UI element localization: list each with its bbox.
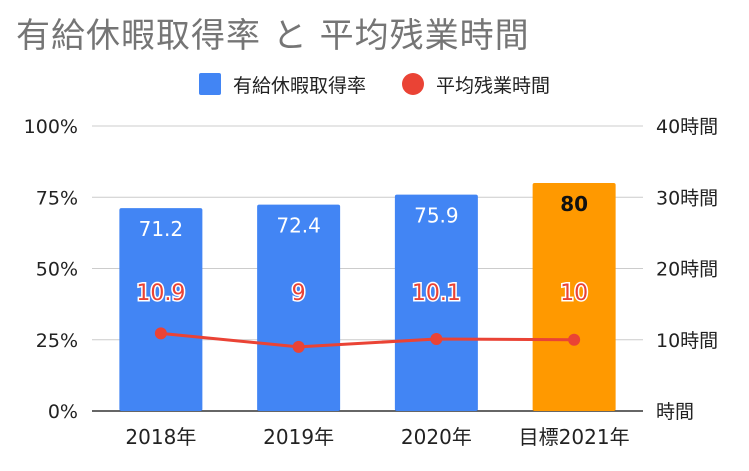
line-value-label: 10.9	[136, 281, 185, 306]
line-point	[430, 333, 443, 346]
line-value-label: 9	[292, 281, 306, 306]
series-line	[160, 331, 575, 349]
y-right-tick-label: 10時間	[656, 330, 718, 352]
y-left-tick-label: 75%	[36, 187, 78, 209]
legend: 有給休暇取得率 平均残業時間	[0, 66, 749, 102]
line-point	[154, 327, 167, 340]
legend-item-overtime[interactable]: 平均残業時間	[402, 71, 550, 98]
bar	[394, 194, 478, 411]
line-point	[568, 333, 581, 346]
y-left-tick-label: 100%	[24, 116, 78, 138]
bar-value-label: 75.9	[414, 204, 459, 228]
y-right-tick-label: 時間	[656, 401, 694, 423]
y-right-tick-label: 40時間	[656, 116, 718, 138]
line-value-label: 10.1	[412, 281, 461, 306]
line-value-label: 10	[560, 281, 588, 306]
line-point	[292, 340, 305, 353]
legend-label-overtime: 平均残業時間	[436, 74, 551, 97]
bar-value-label: 71.2	[139, 217, 184, 241]
y-left-tick-label: 25%	[36, 330, 78, 352]
y-left-tick-label: 0%	[48, 401, 78, 423]
y-right-tick-label: 30時間	[656, 187, 718, 209]
legend-item-paid-leave[interactable]: 有給休暇取得率	[198, 71, 366, 98]
x-tick-label: 2019年	[263, 425, 334, 449]
x-tick-label: 目標2021年	[519, 425, 630, 449]
chart-title: 有給休暇取得率 と 平均残業時間	[16, 16, 530, 56]
bar	[257, 204, 341, 411]
x-tick-label: 2018年	[125, 425, 196, 449]
bar	[532, 183, 616, 411]
legend-swatch-bar	[198, 73, 221, 95]
y-right-tick-label: 20時間	[656, 259, 718, 281]
legend-dot-line	[402, 73, 424, 95]
legend-label-paid-leave: 有給休暇取得率	[232, 74, 366, 97]
y-left-tick-label: 50%	[36, 259, 78, 281]
bar-value-label: 72.4	[276, 214, 321, 238]
bar	[119, 208, 203, 411]
x-tick-label: 2020年	[401, 425, 472, 449]
bar-value-label: 80	[560, 192, 588, 216]
